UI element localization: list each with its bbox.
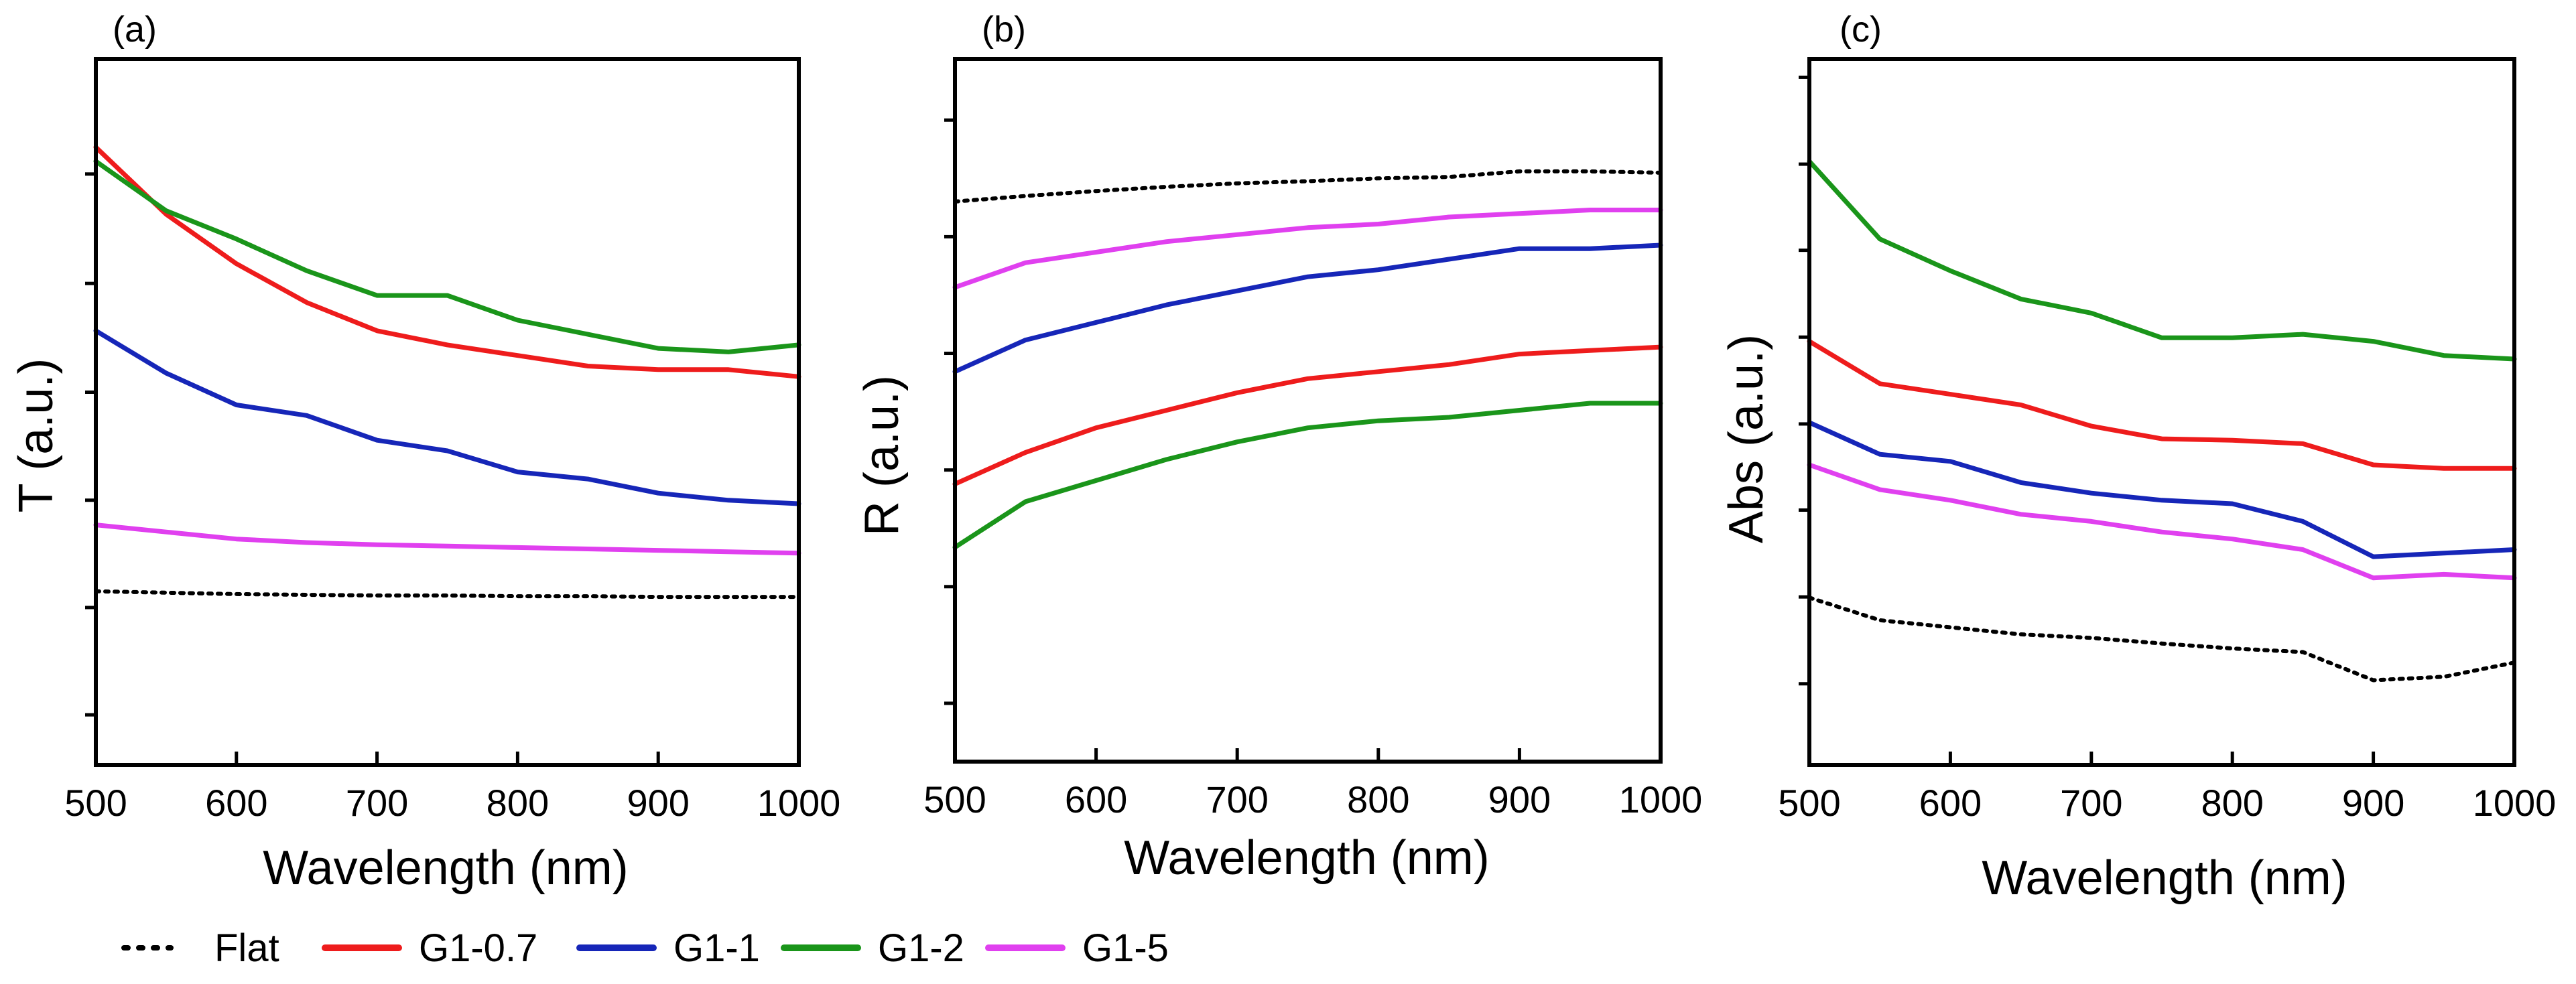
series-lines [1807,159,2517,683]
legend-label: Flat [214,926,279,970]
x-tick-label: 500 [64,782,127,824]
x-tick-label: 800 [487,782,549,824]
panel-c: (c) Abs (a.u.) Wavelength (nm) 500 600 700… [1720,9,2556,905]
panel-label: (b) [982,9,1026,50]
series-line-g1-2 [93,159,801,354]
legend-label: G1-5 [1082,926,1169,970]
x-tick-label: 900 [627,782,689,824]
panel-label: (c) [1840,9,1882,50]
x-tick-label: 600 [1919,782,1982,824]
axis-ticks: 500 600 700 800 900 1000 [923,118,1703,821]
series-line-flat [953,169,1663,204]
axis-ticks: 500 600 700 800 900 1000 [64,172,841,824]
x-tick-label: 700 [1206,778,1268,821]
series-line-g1-1 [952,242,1663,374]
x-tick-label: 500 [923,778,986,821]
x-tick-label: 800 [2201,782,2263,824]
series-line-g1-0-7 [93,145,801,379]
plot-frame [953,57,1663,764]
x-tick-label: 1000 [1619,778,1703,821]
x-axis-label: Wavelength (nm) [263,841,629,895]
panel-a: (a) T (a.u.) Wavelength (nm) 500 600 700 80… [9,9,840,895]
series-line-flat [1807,595,2516,683]
panel-b: (b) R (a.u.) Wavelength (nm) 500 600 700 80… [855,9,1702,885]
series-lines [952,169,1663,550]
series-line-g1-1 [93,328,801,506]
series-line-g1-5 [1807,462,2517,581]
y-axis-label: Abs (a.u.) [1720,334,1773,543]
series-line-g1-0-7 [1807,339,2517,471]
x-axis-label: Wavelength (nm) [1124,831,1490,885]
x-tick-label: 500 [1778,782,1840,824]
plot-frame [1807,57,2516,767]
x-tick-label: 800 [1347,778,1409,821]
series-line-g1-5 [93,522,801,556]
y-axis-label: R (a.u.) [855,375,909,536]
legend-label: G1-2 [878,926,964,970]
panel-label: (a) [113,9,157,50]
x-tick-label: 700 [346,782,408,824]
legend: Flat G1-0.7 G1-1 G1-2 G1-5 [121,926,1169,970]
legend-label: G1-0.7 [419,926,537,970]
series-line-flat [94,589,801,600]
series-line-g1-0-7 [952,344,1663,487]
series-line-g1-5 [952,208,1663,290]
x-tick-label: 900 [2342,782,2404,824]
series-line-g1-2 [1807,159,2517,362]
series-line-g1-1 [1807,420,2517,559]
plot-frame [94,57,801,767]
x-tick-label: 600 [1065,778,1127,821]
axis-ticks: 500 600 700 800 900 1000 [1778,75,2557,824]
series-line-g1-2 [952,401,1663,550]
x-tick-label: 1000 [2473,782,2557,824]
x-tick-label: 600 [205,782,267,824]
legend-label: G1-1 [673,926,760,970]
series-lines [93,145,801,600]
x-tick-label: 700 [2060,782,2122,824]
y-axis-label: T (a.u.) [9,358,63,513]
x-axis-label: Wavelength (nm) [1982,851,2347,905]
x-tick-label: 900 [1488,778,1551,821]
x-tick-label: 1000 [757,782,841,824]
